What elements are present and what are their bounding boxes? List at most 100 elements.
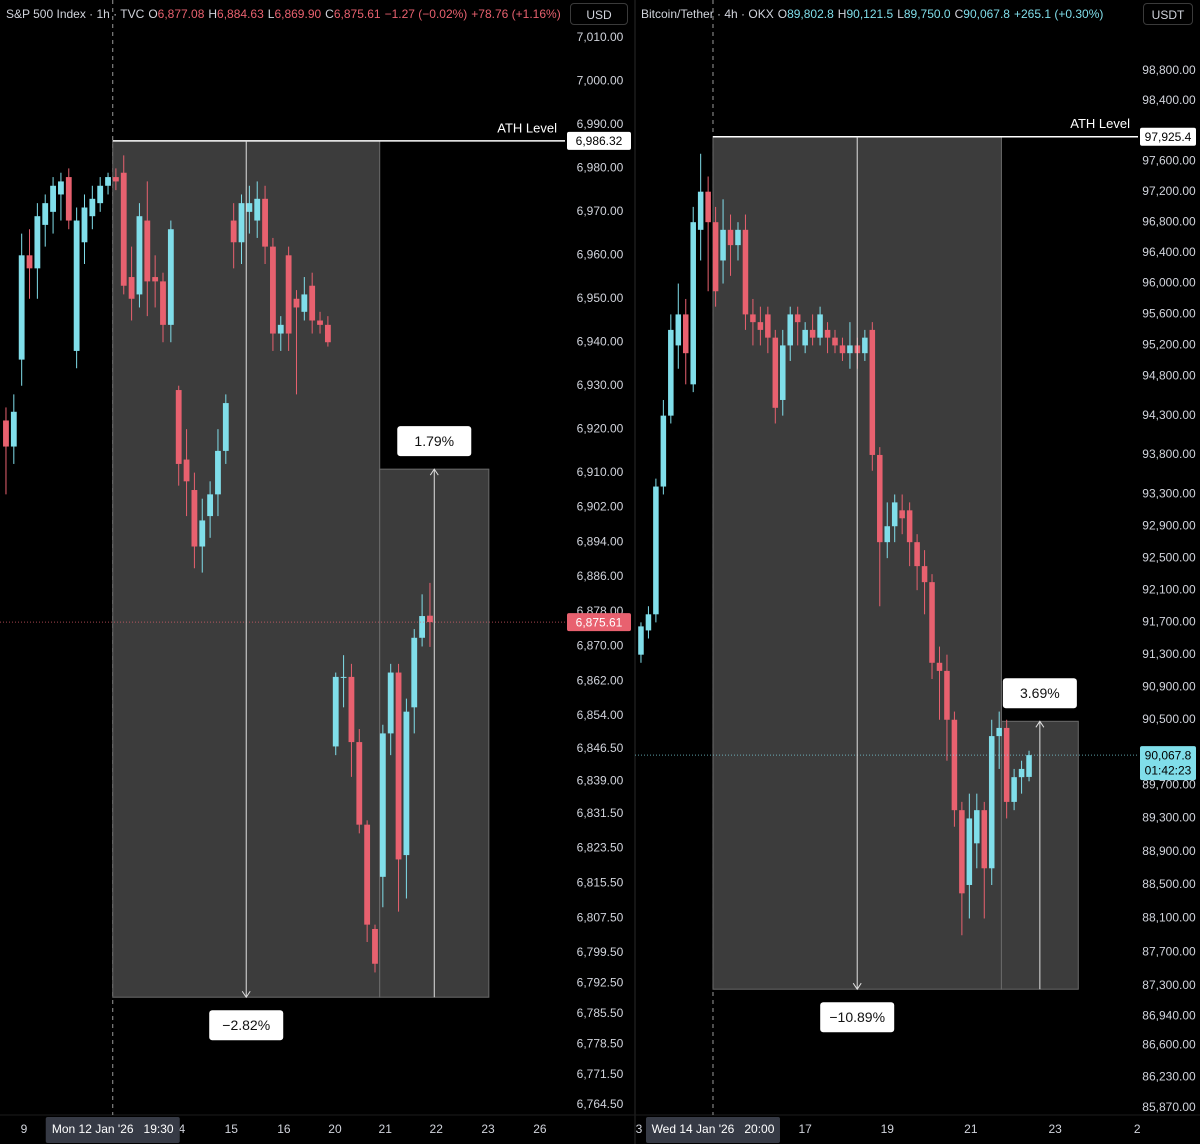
ohlc-value: 6,884.63	[217, 7, 264, 21]
candle-body	[97, 185, 104, 204]
candle-body	[387, 672, 394, 734]
candle-body	[309, 285, 316, 321]
candle-body	[372, 928, 378, 964]
candle-body	[929, 582, 935, 663]
crosshair-label: Wed 14 Jan '26 20:00	[652, 1122, 775, 1136]
candle-body	[660, 415, 667, 487]
y-tick-label: 87,700.00	[1142, 944, 1196, 958]
y-tick-label: 86,940.00	[1142, 1009, 1196, 1023]
y-tick-label: 6,792.50	[577, 975, 624, 989]
x-tick-label: 3	[636, 1122, 643, 1136]
candle-body	[167, 229, 174, 325]
ath-tag	[1140, 127, 1196, 146]
candle-body	[668, 329, 674, 416]
ohlc-value: 89,750.0	[903, 7, 951, 21]
y-tick-label: 98,400.00	[1142, 93, 1196, 107]
candle-body	[18, 255, 25, 360]
change: +78.76 (+1.16%)	[471, 7, 561, 21]
candle-body	[780, 345, 786, 400]
candle-body	[638, 626, 644, 655]
candle-body	[419, 616, 426, 638]
y-tick-label: 6,815.50	[577, 876, 624, 890]
ohlc-value: 6,877.08	[157, 7, 205, 21]
candle-body	[720, 229, 726, 261]
y-tick-label: 6,950.00	[577, 291, 624, 305]
ohlc-value: 6,869.90	[274, 7, 322, 21]
y-tick-label: 7,010.00	[577, 30, 624, 44]
y-tick-label: 97,600.00	[1142, 154, 1196, 168]
countdown-label: 01:42:23	[1145, 763, 1192, 777]
candle-body	[653, 486, 659, 615]
candle-body	[215, 450, 221, 495]
y-tick-label: 6,920.00	[577, 421, 624, 435]
last-price-label: 6,875.61	[576, 615, 623, 629]
arrow-head	[1035, 720, 1045, 728]
y-tick-label: 6,980.00	[577, 161, 624, 175]
x-tick-label: 22	[430, 1122, 444, 1136]
plot-area	[635, 0, 1138, 1115]
ohlc-key: H	[208, 7, 218, 21]
y-tick-label: 6,764.50	[577, 1097, 624, 1111]
candle-body	[364, 824, 371, 925]
candle-body	[128, 277, 135, 299]
candle-body	[906, 510, 913, 543]
y-tick-label: 6,823.50	[577, 841, 624, 855]
candle-body	[246, 203, 253, 212]
candle-body	[988, 736, 995, 869]
x-tick-label: 21	[379, 1122, 393, 1136]
candle-body	[262, 198, 268, 247]
y-tick-label: 92,900.00	[1142, 518, 1196, 532]
candle-body	[324, 324, 331, 343]
x-tick-label: 23	[481, 1122, 495, 1136]
candle-body	[427, 615, 433, 623]
x-tick-label: 20	[328, 1122, 342, 1136]
y-tick-label: 91,700.00	[1142, 615, 1196, 629]
ohlc-value: 89,802.8	[787, 7, 834, 21]
candle-body	[750, 314, 756, 323]
candle-body	[802, 329, 808, 346]
y-tick-label: 87,300.00	[1142, 978, 1196, 992]
y-tick-label: 6,902.00	[577, 500, 624, 514]
y-tick-label: 6,960.00	[577, 247, 624, 261]
y-tick-label: 91,300.00	[1142, 647, 1196, 661]
candle-body	[65, 177, 72, 221]
change: −1.27 (−0.02%)	[384, 7, 468, 21]
candle-body	[891, 502, 898, 527]
candle-body	[832, 337, 838, 346]
currency-button[interactable]: USDT	[1143, 3, 1193, 25]
candle-body	[285, 255, 292, 334]
candle-body	[1011, 777, 1017, 802]
measure-label: 3.69%	[1020, 685, 1060, 701]
y-tick-label: 6,990.00	[577, 117, 624, 131]
chart-header: Bitcoin/Tether · 4h · OKX O89,802.8 H90,12…	[641, 7, 1107, 21]
ath-label: ATH Level	[1070, 116, 1130, 131]
currency-button[interactable]: USD	[570, 3, 628, 25]
candle-body	[254, 198, 261, 221]
measure-label: −10.89%	[829, 1009, 885, 1025]
candle-body	[824, 329, 831, 338]
symbol: S&P 500 Index · 1h · TVC	[6, 7, 145, 21]
y-tick-label: 95,200.00	[1142, 338, 1196, 352]
candle-body	[765, 314, 771, 338]
crosshair-label-box	[45, 1117, 180, 1143]
candle-body	[869, 329, 876, 455]
candle-body	[238, 203, 245, 243]
y-tick-label: 7,000.00	[577, 74, 624, 88]
candle-body	[944, 670, 950, 720]
y-tick-label: 88,100.00	[1142, 911, 1196, 925]
ohlc-value: 6,875.61	[333, 7, 381, 21]
candle-body	[50, 185, 56, 212]
candle-body	[105, 177, 111, 186]
y-tick-label: 85,870.00	[1142, 1100, 1196, 1114]
y-tick-label: 6,930.00	[577, 378, 624, 392]
candle-body	[727, 229, 734, 246]
candle-body	[301, 294, 308, 312]
y-tick-label: 86,600.00	[1142, 1038, 1196, 1052]
candle-body	[675, 314, 682, 346]
y-tick-label: 6,940.00	[577, 334, 624, 348]
candle-body	[317, 320, 323, 325]
x-tick-label: 2	[1134, 1122, 1141, 1136]
candle-body	[332, 676, 339, 747]
y-tick-label: 6,771.50	[577, 1067, 624, 1081]
